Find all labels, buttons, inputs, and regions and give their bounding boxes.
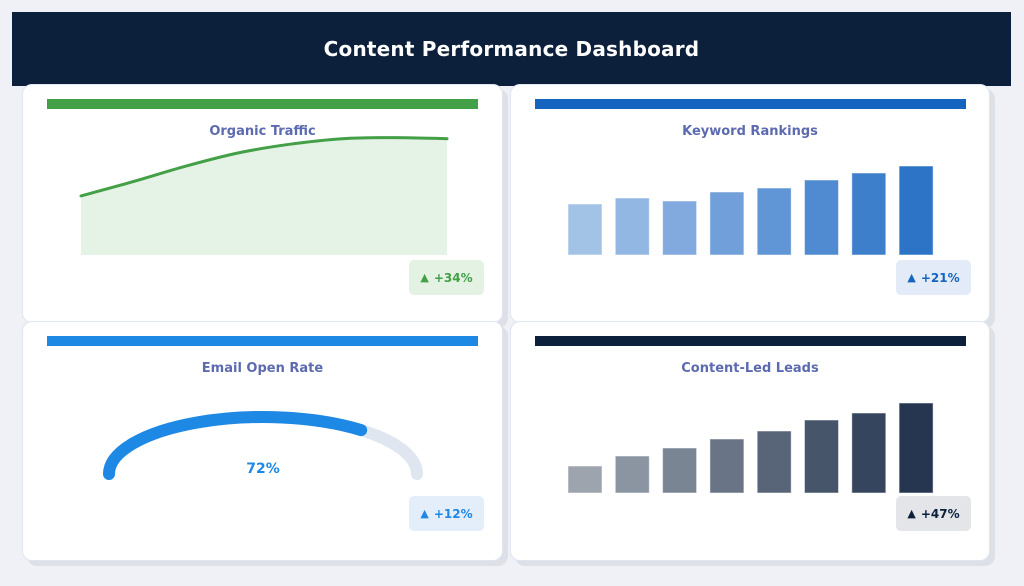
change-badge: ▲ +21%: [896, 260, 971, 295]
change-value: +47%: [920, 506, 960, 521]
card-organic-traffic: Organic Traffic ▲ +34%: [22, 84, 503, 323]
bar-5: [756, 430, 792, 494]
change-badge: ▲ +12%: [409, 496, 484, 531]
bar-1: [567, 203, 603, 256]
bar-2: [614, 197, 650, 256]
triangle-up-icon: ▲: [907, 507, 916, 520]
bar-1: [567, 465, 603, 494]
card-email-open-rate: Email Open Rate 72% ▲ +12%: [22, 321, 503, 561]
dashboard-header: Content Performance Dashboard: [12, 12, 1011, 86]
card-title: Email Open Rate: [201, 361, 324, 376]
gauge-fill: [103, 411, 368, 480]
bar-3: [662, 447, 698, 494]
bar-5: [756, 187, 792, 256]
change-value: +12%: [433, 506, 473, 521]
traffic-line: [79, 136, 449, 198]
card-content-led-leads: Content-Led Leads ▲ +47%: [510, 321, 990, 561]
accent-bar: [535, 99, 966, 109]
page-title: Content Performance Dashboard: [323, 37, 700, 61]
bar-6: [804, 179, 839, 256]
change-value: +21%: [920, 270, 960, 285]
email-open-rate-gauge: 72%: [103, 411, 423, 480]
bar-3: [662, 200, 698, 256]
bar-6: [804, 419, 839, 494]
keyword-rankings-bar-chart: [567, 165, 934, 256]
triangle-up-icon: ▲: [907, 271, 916, 284]
change-value: +34%: [433, 270, 473, 285]
triangle-up-icon: ▲: [420, 507, 429, 520]
accent-bar: [535, 336, 966, 346]
content-led-leads-bar-chart: [567, 402, 934, 494]
card-title: Content-Led Leads: [681, 361, 819, 376]
card-keyword-rankings: Keyword Rankings ▲ +21%: [510, 84, 990, 323]
bar-4: [709, 191, 745, 256]
bar-7: [851, 172, 887, 256]
card-title: Keyword Rankings: [682, 124, 818, 139]
change-badge: ▲ +34%: [409, 260, 484, 295]
bar-7: [851, 412, 887, 494]
area-fill: [81, 137, 447, 255]
triangle-up-icon: ▲: [420, 271, 429, 284]
organic-traffic-area-chart: [79, 136, 449, 255]
accent-bar: [47, 336, 478, 346]
bar-8: [898, 402, 934, 494]
bar-2: [614, 455, 650, 494]
bar-8: [898, 165, 934, 256]
card-title: Organic Traffic: [209, 124, 316, 139]
gauge-value-label: 72%: [246, 461, 280, 477]
change-badge: ▲ +47%: [896, 496, 971, 531]
accent-bar: [47, 99, 478, 109]
bar-4: [709, 438, 745, 494]
